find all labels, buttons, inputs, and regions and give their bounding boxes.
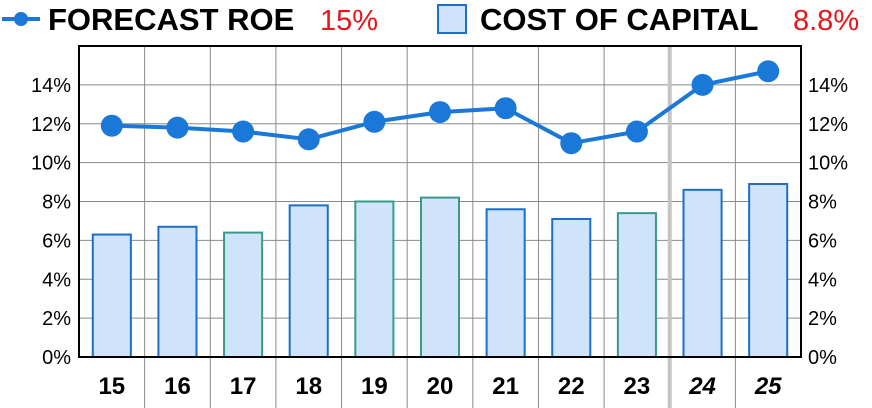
y-tick-label-right: 8% xyxy=(808,192,837,214)
y-tick-label-right: 6% xyxy=(808,230,837,252)
legend-roe-marker-icon xyxy=(14,12,28,26)
y-tick-label-right: 4% xyxy=(808,269,837,291)
x-tick-label: 25 xyxy=(754,373,782,400)
x-tick-label: 24 xyxy=(688,373,716,400)
cost-of-capital-bar xyxy=(223,231,264,359)
plot-frame xyxy=(78,45,802,358)
roe-point xyxy=(297,128,320,151)
cost-of-capital-bar xyxy=(91,233,132,358)
roe-point xyxy=(100,114,123,137)
cost-of-capital-bar xyxy=(157,225,198,358)
y-tick-label-left: 4% xyxy=(42,269,71,291)
roe-point xyxy=(363,110,386,133)
roe-point xyxy=(494,97,517,120)
y-tick-label-left: 2% xyxy=(42,308,71,330)
roe-point xyxy=(232,120,255,143)
legend-cost-of-capital-swatch-icon xyxy=(437,4,467,34)
cost-of-capital-bar xyxy=(288,204,329,358)
legend-cost-of-capital-value: 8.8% xyxy=(793,5,859,37)
legend-roe-value: 15% xyxy=(320,5,378,37)
x-tick-label: 23 xyxy=(624,373,651,400)
x-tick-label: 20 xyxy=(427,373,454,400)
y-tick-label-left: 0% xyxy=(42,347,71,369)
y-tick-label-right: 0% xyxy=(808,347,837,369)
x-tick-label: 18 xyxy=(295,373,322,400)
x-tick-label: 21 xyxy=(492,373,519,400)
y-tick-label-right: 10% xyxy=(808,153,848,175)
x-tick-label: 15 xyxy=(98,373,125,400)
roe-point xyxy=(166,116,189,139)
roe-point xyxy=(691,73,714,96)
cost-of-capital-bar xyxy=(682,188,723,358)
y-tick-label-right: 12% xyxy=(808,114,848,136)
cost-of-capital-bar xyxy=(485,208,526,358)
roe-point xyxy=(757,60,780,83)
y-tick-label-right: 2% xyxy=(808,308,837,330)
y-tick-label-left: 10% xyxy=(31,153,71,175)
x-tick-label: 22 xyxy=(558,373,585,400)
x-tick-label: 19 xyxy=(361,373,388,400)
plot-area: 0% 0% 2% 2% 4% 4% 6% 6% 8% 8% 10% 10% 12% 12% 14% 14% 15… xyxy=(31,45,848,408)
cost-of-capital-bar xyxy=(419,196,461,358)
roe-point xyxy=(625,120,648,143)
y-tick-label-left: 6% xyxy=(42,230,71,252)
cost-of-capital-bar xyxy=(748,183,789,358)
y-tick-label-left: 12% xyxy=(31,114,71,136)
y-tick-label-left: 14% xyxy=(31,75,71,97)
cost-of-capital-bar xyxy=(551,217,592,358)
roe-point xyxy=(560,132,583,155)
y-tick-label-right: 14% xyxy=(808,75,848,97)
x-tick-label: 16 xyxy=(164,373,191,400)
legend-roe-label: FORECAST ROE xyxy=(48,2,294,37)
roe-point xyxy=(429,101,451,124)
legend: FORECAST ROE 15% COST OF CAPITAL 8.8% xyxy=(2,2,859,37)
legend-cost-of-capital-label: COST OF CAPITAL xyxy=(480,2,758,37)
cost-of-capital-bar xyxy=(616,212,657,358)
cost-of-capital-bar xyxy=(354,200,395,358)
y-tick-label-left: 8% xyxy=(42,192,71,214)
x-tick-label: 17 xyxy=(230,373,257,400)
